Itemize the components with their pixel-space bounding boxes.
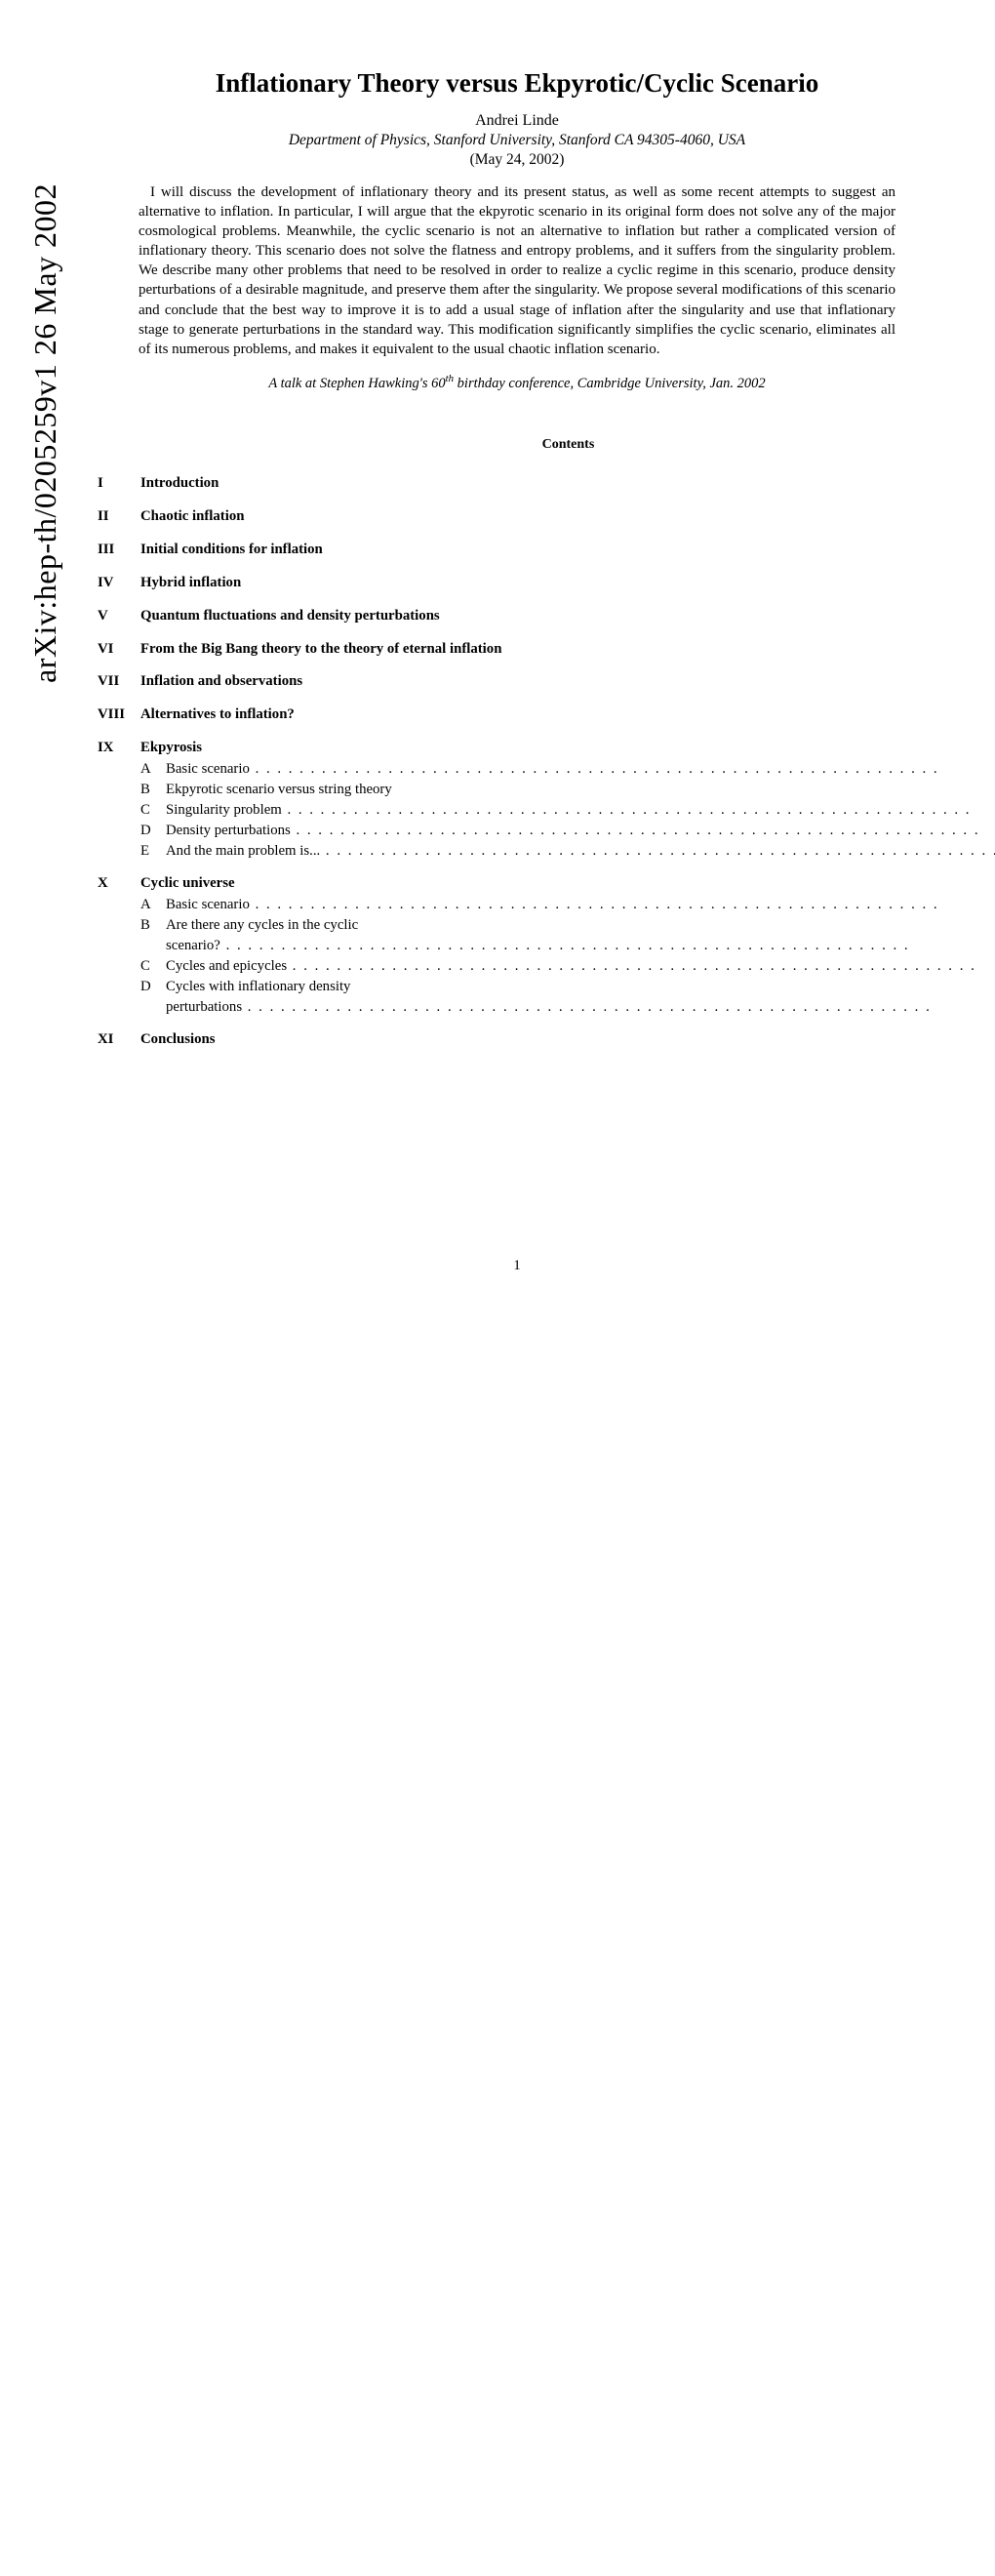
- toc-entry: VIIIAlternatives to inflation?8: [98, 705, 995, 725]
- toc-subentry: CCycles and epicycles15: [98, 957, 995, 977]
- toc-entry: IXEkpyrosis9: [98, 739, 995, 758]
- toc-title: Ekpyrosis: [140, 739, 995, 758]
- toc-subentry: BEkpyrotic scenario versus string theory…: [98, 781, 995, 800]
- toc-title: Initial conditions for inflation: [140, 541, 995, 560]
- toc-subentry: CSingularity problem10: [98, 801, 995, 821]
- toc-entry: XIConclusions17: [98, 1030, 995, 1050]
- affiliation: Department of Physics, Stanford Universi…: [98, 132, 936, 149]
- paper-title: Inflationary Theory versus Ekpyrotic/Cyc…: [98, 68, 936, 99]
- two-column-body: Contents IIntroduction1IIChaotic inflati…: [98, 437, 936, 2576]
- toc-title: Quantum fluctuations and density perturb…: [140, 607, 995, 626]
- toc-subentry: BAre there any cycles in the cyclic: [98, 916, 995, 936]
- toc-num: VI: [98, 640, 140, 660]
- toc-subentry: ABasic scenario9: [98, 760, 995, 780]
- toc-title: Conclusions: [140, 1030, 995, 1050]
- toc-sub-title: Singularity problem: [166, 801, 995, 821]
- toc-sub-letter: A: [140, 760, 166, 780]
- toc-sub-title: Are there any cycles in the cyclic: [166, 916, 995, 936]
- author: Andrei Linde: [98, 112, 936, 130]
- page-number: 1: [98, 1258, 936, 1274]
- toc-num: XI: [98, 1030, 140, 1050]
- toc-title: Chaotic inflation: [140, 507, 995, 527]
- arxiv-stamp: arXiv:hep-th/0205259v1 26 May 2002: [27, 183, 63, 683]
- toc-entry: IIIInitial conditions for inflation4: [98, 541, 995, 560]
- toc-sub-letter: E: [140, 842, 166, 862]
- toc-sub-title: Cycles and epicycles: [166, 957, 995, 977]
- toc-sub-title: Basic scenario: [166, 896, 995, 915]
- toc-sub-title: Basic scenario: [166, 760, 995, 780]
- toc-title: From the Big Bang theory to the theory o…: [140, 640, 995, 660]
- toc-sub-title: Ekpyrotic scenario versus string theory: [166, 781, 995, 800]
- left-column: Contents IIntroduction1IIChaotic inflati…: [98, 437, 995, 2576]
- toc-sub-title: Density perturbations: [166, 822, 995, 841]
- toc-num: VIII: [98, 705, 140, 725]
- talknote-post: birthday conference, Cambridge Universit…: [454, 376, 766, 391]
- toc-num: VII: [98, 672, 140, 692]
- toc-entry: XCyclic universe12: [98, 874, 995, 894]
- toc-entry: VIIInflation and observations8: [98, 672, 995, 692]
- toc-title: Hybrid inflation: [140, 574, 995, 593]
- toc-sub-letter: B: [140, 916, 166, 936]
- toc-num: X: [98, 874, 140, 894]
- toc-sub-title: And the main problem is...: [166, 842, 995, 862]
- toc-subentry: DDensity perturbations10: [98, 822, 995, 841]
- talknote-sup: th: [446, 373, 454, 384]
- toc-title: Introduction: [140, 474, 995, 494]
- toc-num: IX: [98, 739, 140, 758]
- toc-sub-letter: B: [140, 781, 166, 800]
- toc-subentry: ABasic scenario12: [98, 896, 995, 915]
- toc-sub-letter: D: [140, 978, 166, 997]
- toc-subentry-cont: perturbations15: [98, 998, 995, 1018]
- toc-num: I: [98, 474, 140, 494]
- abstract: I will discuss the development of inflat…: [139, 182, 896, 359]
- toc-num: III: [98, 541, 140, 560]
- toc-title: Alternatives to inflation?: [140, 705, 995, 725]
- toc-title: Inflation and observations: [140, 672, 995, 692]
- page-content: Inflationary Theory versus Ekpyrotic/Cyc…: [98, 68, 936, 1249]
- toc-num: V: [98, 607, 140, 626]
- toc-sub-letter: C: [140, 801, 166, 821]
- toc-num: IV: [98, 574, 140, 593]
- contents-heading: Contents: [98, 437, 995, 453]
- toc-entry: VQuantum fluctuations and density pertur…: [98, 607, 995, 626]
- toc-sub-letter: D: [140, 822, 166, 841]
- toc-subentry: DCycles with inflationary density: [98, 978, 995, 997]
- talk-note: A talk at Stephen Hawking's 60th birthda…: [139, 373, 896, 392]
- toc-entry: IIntroduction1: [98, 474, 995, 494]
- toc-sub-title: Cycles with inflationary density: [166, 978, 995, 997]
- table-of-contents: IIntroduction1IIChaotic inflation2IIIIni…: [98, 474, 995, 1064]
- toc-subentry-cont: scenario?14: [98, 937, 995, 956]
- talknote-pre: A talk at Stephen Hawking's 60: [268, 376, 445, 391]
- date: (May 24, 2002): [98, 151, 936, 169]
- toc-subentry: EAnd the main problem is...11: [98, 842, 995, 862]
- toc-entry: IVHybrid inflation5: [98, 574, 995, 593]
- toc-sub-title-cont: perturbations: [166, 998, 995, 1018]
- toc-title: Cyclic universe: [140, 874, 995, 894]
- toc-entry: IIChaotic inflation2: [98, 507, 995, 527]
- toc-num: II: [98, 507, 140, 527]
- toc-entry: VIFrom the Big Bang theory to the theory…: [98, 640, 995, 660]
- toc-sub-letter: C: [140, 957, 166, 977]
- toc-sub-title-cont: scenario?: [166, 937, 995, 956]
- toc-sub-letter: A: [140, 896, 166, 915]
